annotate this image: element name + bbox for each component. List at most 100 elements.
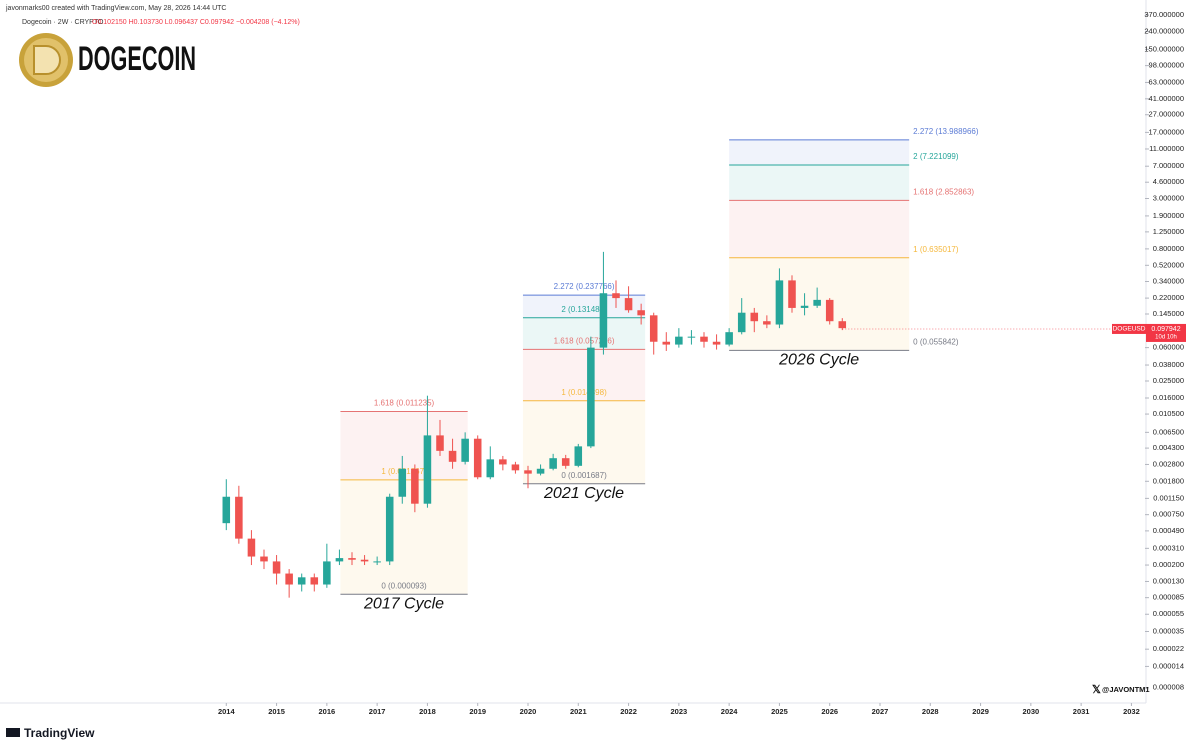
fib-band (522, 295, 646, 318)
y-tick-label: 240.000000 (1144, 26, 1184, 35)
candle-body (825, 299, 834, 322)
fib-label: 1 (0.635017) (913, 245, 959, 254)
fib-label: 2 (0.131483) (561, 305, 607, 314)
brand-icon (6, 728, 20, 737)
fib-label: 0 (0.055842) (913, 337, 959, 346)
candle-body (235, 496, 243, 539)
candle-body (599, 293, 608, 348)
cycle-caption: 2026 Cycle (778, 352, 859, 369)
cycle-caption: 2021 Cycle (543, 485, 624, 502)
candle-body (260, 556, 268, 562)
candle-body (637, 310, 645, 316)
candle-body (561, 458, 570, 466)
y-tick-label: 0.002800 (1153, 459, 1184, 468)
candle-body (712, 341, 721, 345)
y-tick-label: 7.000000 (1153, 161, 1184, 170)
candle-body (763, 321, 771, 325)
candle-body (272, 561, 281, 574)
y-tick-label: 63.000000 (1149, 77, 1184, 86)
x-tick-label: 2019 (469, 707, 486, 716)
x-tick-label: 2027 (872, 707, 889, 716)
price-tag (1146, 323, 1186, 342)
candle-body (222, 496, 231, 524)
y-tick-label: 1.900000 (1153, 211, 1184, 220)
fib-label: 1.618 (0.011235) (374, 399, 435, 408)
x-tick-label: 2026 (821, 707, 838, 716)
y-tick-label: 0.016000 (1153, 393, 1184, 402)
y-tick-label: 3.000000 (1153, 193, 1184, 202)
candle-body (310, 577, 319, 585)
candle-body (838, 321, 847, 329)
y-tick-label: 4.600000 (1153, 177, 1184, 186)
candle-body (436, 435, 444, 451)
candle-body (737, 312, 746, 333)
candle-body (775, 280, 784, 325)
candle-body (549, 458, 557, 469)
candle-body (587, 347, 595, 447)
candle-body (813, 299, 821, 306)
fib-label: 0 (0.001687) (561, 471, 607, 480)
candle-body (788, 280, 796, 308)
symbol-tag-text: DOGEUSD (1113, 326, 1146, 333)
candle-body (649, 315, 658, 342)
candle-layer (222, 251, 847, 598)
symbol-line: Dogecoin · 2W · CRYPTO (22, 19, 104, 26)
candle-body (536, 468, 545, 474)
y-tick-label: 11.000000 (1149, 144, 1184, 153)
y-tick-label: 17.000000 (1149, 127, 1184, 136)
candle-body (524, 470, 532, 474)
candle-body (385, 496, 394, 562)
logo: DOGECOIN (19, 33, 196, 87)
x-tick-label: 2032 (1123, 707, 1140, 716)
y-tick-label: 0.025000 (1153, 376, 1184, 385)
y-tick-label: 0.060000 (1153, 343, 1184, 352)
candle-body (247, 538, 256, 557)
x-tick-label: 2018 (419, 707, 436, 716)
candle-body (373, 561, 381, 563)
candle-body (612, 293, 620, 299)
y-tick-label: 370.000000 (1144, 10, 1184, 19)
x-tick-label: 2020 (520, 707, 537, 716)
y-tick-label: 0.006500 (1153, 427, 1184, 436)
x-tick-label: 2029 (972, 707, 989, 716)
axis-layer: 370.000000 240.000000 150.000000 98.000000 6… (218, 10, 1186, 716)
y-tick-label: 0.340000 (1153, 276, 1184, 285)
candle-body (750, 312, 759, 322)
candle-body (675, 336, 683, 345)
x-tick-label: 2028 (922, 707, 939, 716)
y-tick-label: 98.000000 (1149, 61, 1184, 70)
price-tag-text: 0.097942 (1151, 326, 1180, 333)
x-tick-label: 2015 (268, 707, 285, 716)
candle-body (297, 577, 306, 585)
logo-text: DOGECOIN (78, 40, 196, 78)
fib-band (340, 411, 468, 480)
y-tick-label: 1.250000 (1153, 227, 1184, 236)
candle-body (360, 559, 369, 562)
x-tick-label: 2022 (620, 707, 637, 716)
y-tick-label: 0.000490 (1153, 526, 1184, 535)
y-tick-label: 0.000035 (1153, 626, 1184, 635)
x-tick-label: 2014 (218, 707, 236, 716)
x-tick-label: 2016 (319, 707, 336, 716)
fib-label: 2.272 (0.237766) (554, 282, 615, 291)
y-tick-label: 0.000008 (1153, 683, 1184, 692)
candle-body (285, 573, 293, 585)
handle: @JAVONTM1 (1102, 685, 1150, 694)
candle-body (499, 459, 507, 465)
credit: javonmarks00 created with TradingView.co… (5, 5, 226, 12)
logo-d (33, 45, 61, 75)
fib-label: 1.618 (2.852863) (913, 188, 974, 197)
candle-body (687, 336, 696, 338)
brand: TradingView (6, 726, 95, 740)
x-tick-label: 2021 (570, 707, 587, 716)
watermark: 𝕏 @JAVONTM1 (1092, 684, 1150, 696)
cycle-caption: 2017 Cycle (363, 595, 444, 612)
candle-body (411, 468, 419, 504)
y-tick-label: 27.000000 (1149, 110, 1184, 119)
countdown-text: 10d 10h (1155, 335, 1177, 341)
y-tick-label: 0.800000 (1153, 244, 1184, 253)
y-tick-label: 0.010500 (1153, 409, 1184, 418)
symbol-tag (1112, 323, 1146, 334)
brand-name: TradingView (24, 726, 95, 740)
